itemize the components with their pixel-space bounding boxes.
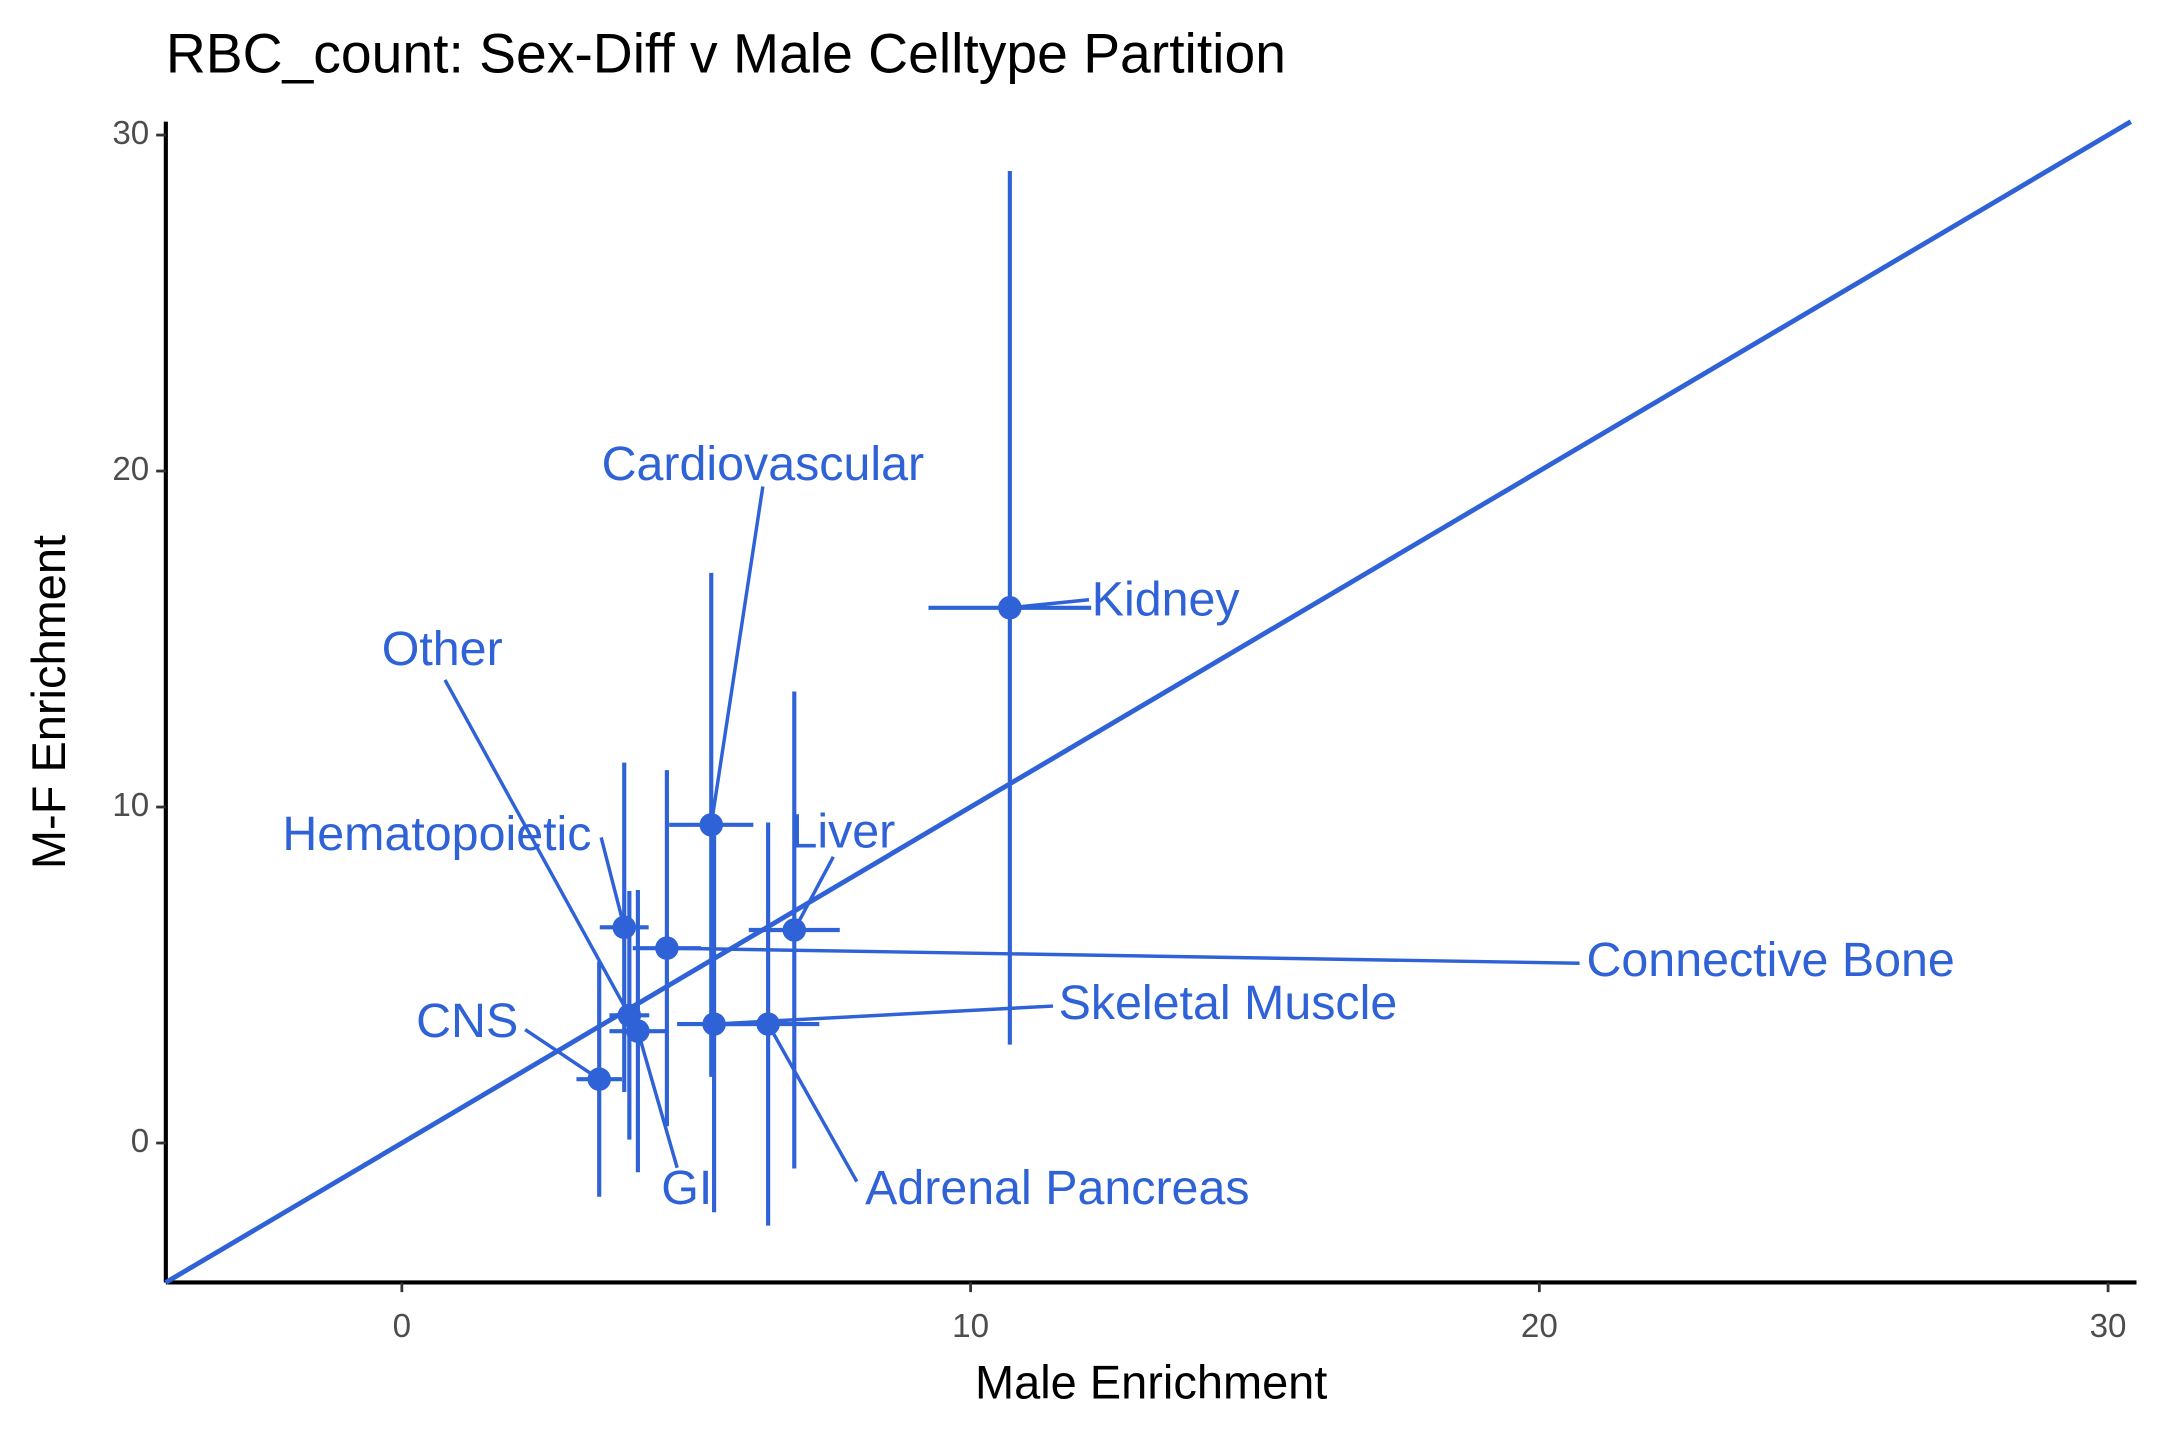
- point-label: Kidney: [1092, 572, 1241, 626]
- point: [655, 936, 679, 960]
- chart-title: RBC_count: Sex-Diff v Male Celltype Part…: [166, 23, 1286, 85]
- leader-line: [1009, 598, 1090, 610]
- leader-line: [709, 486, 765, 826]
- x-axis-title: Male Enrichment: [975, 1356, 1327, 1409]
- y-tick-label: 30: [112, 115, 149, 152]
- point-label: Other: [382, 622, 503, 676]
- identity-line: [164, 119, 2133, 1285]
- leader-line: [443, 679, 631, 1017]
- leader-line: [524, 1028, 601, 1081]
- y-tick-label: 20: [112, 451, 149, 488]
- leader-line: [636, 1030, 679, 1169]
- point: [702, 1012, 726, 1036]
- point: [626, 1019, 650, 1043]
- point-label: Hematopoietic: [282, 807, 591, 861]
- x-tick-label: 10: [952, 1308, 989, 1345]
- y-axis-title: M-F Enrichment: [22, 535, 75, 869]
- point-label: Adrenal Pancreas: [865, 1161, 1249, 1215]
- y-tick-label: 10: [112, 787, 149, 824]
- point-label: Liver: [790, 804, 895, 858]
- point-label: Connective Bone: [1586, 933, 1954, 987]
- leader-line: [792, 856, 835, 931]
- point: [587, 1067, 611, 1091]
- point-label: Cardiovascular: [602, 437, 925, 491]
- point-label: GI: [661, 1161, 712, 1215]
- x-tick-label: 20: [1521, 1308, 1558, 1345]
- point-label: Skeletal Muscle: [1059, 976, 1398, 1030]
- x-tick-label: 30: [2090, 1308, 2127, 1345]
- leader-line: [666, 946, 1580, 965]
- leader-line: [599, 837, 626, 928]
- y-tick-label: 0: [131, 1123, 149, 1160]
- x-tick-label: 0: [393, 1308, 411, 1345]
- point-label: CNS: [416, 994, 518, 1048]
- leader-line: [766, 1023, 859, 1183]
